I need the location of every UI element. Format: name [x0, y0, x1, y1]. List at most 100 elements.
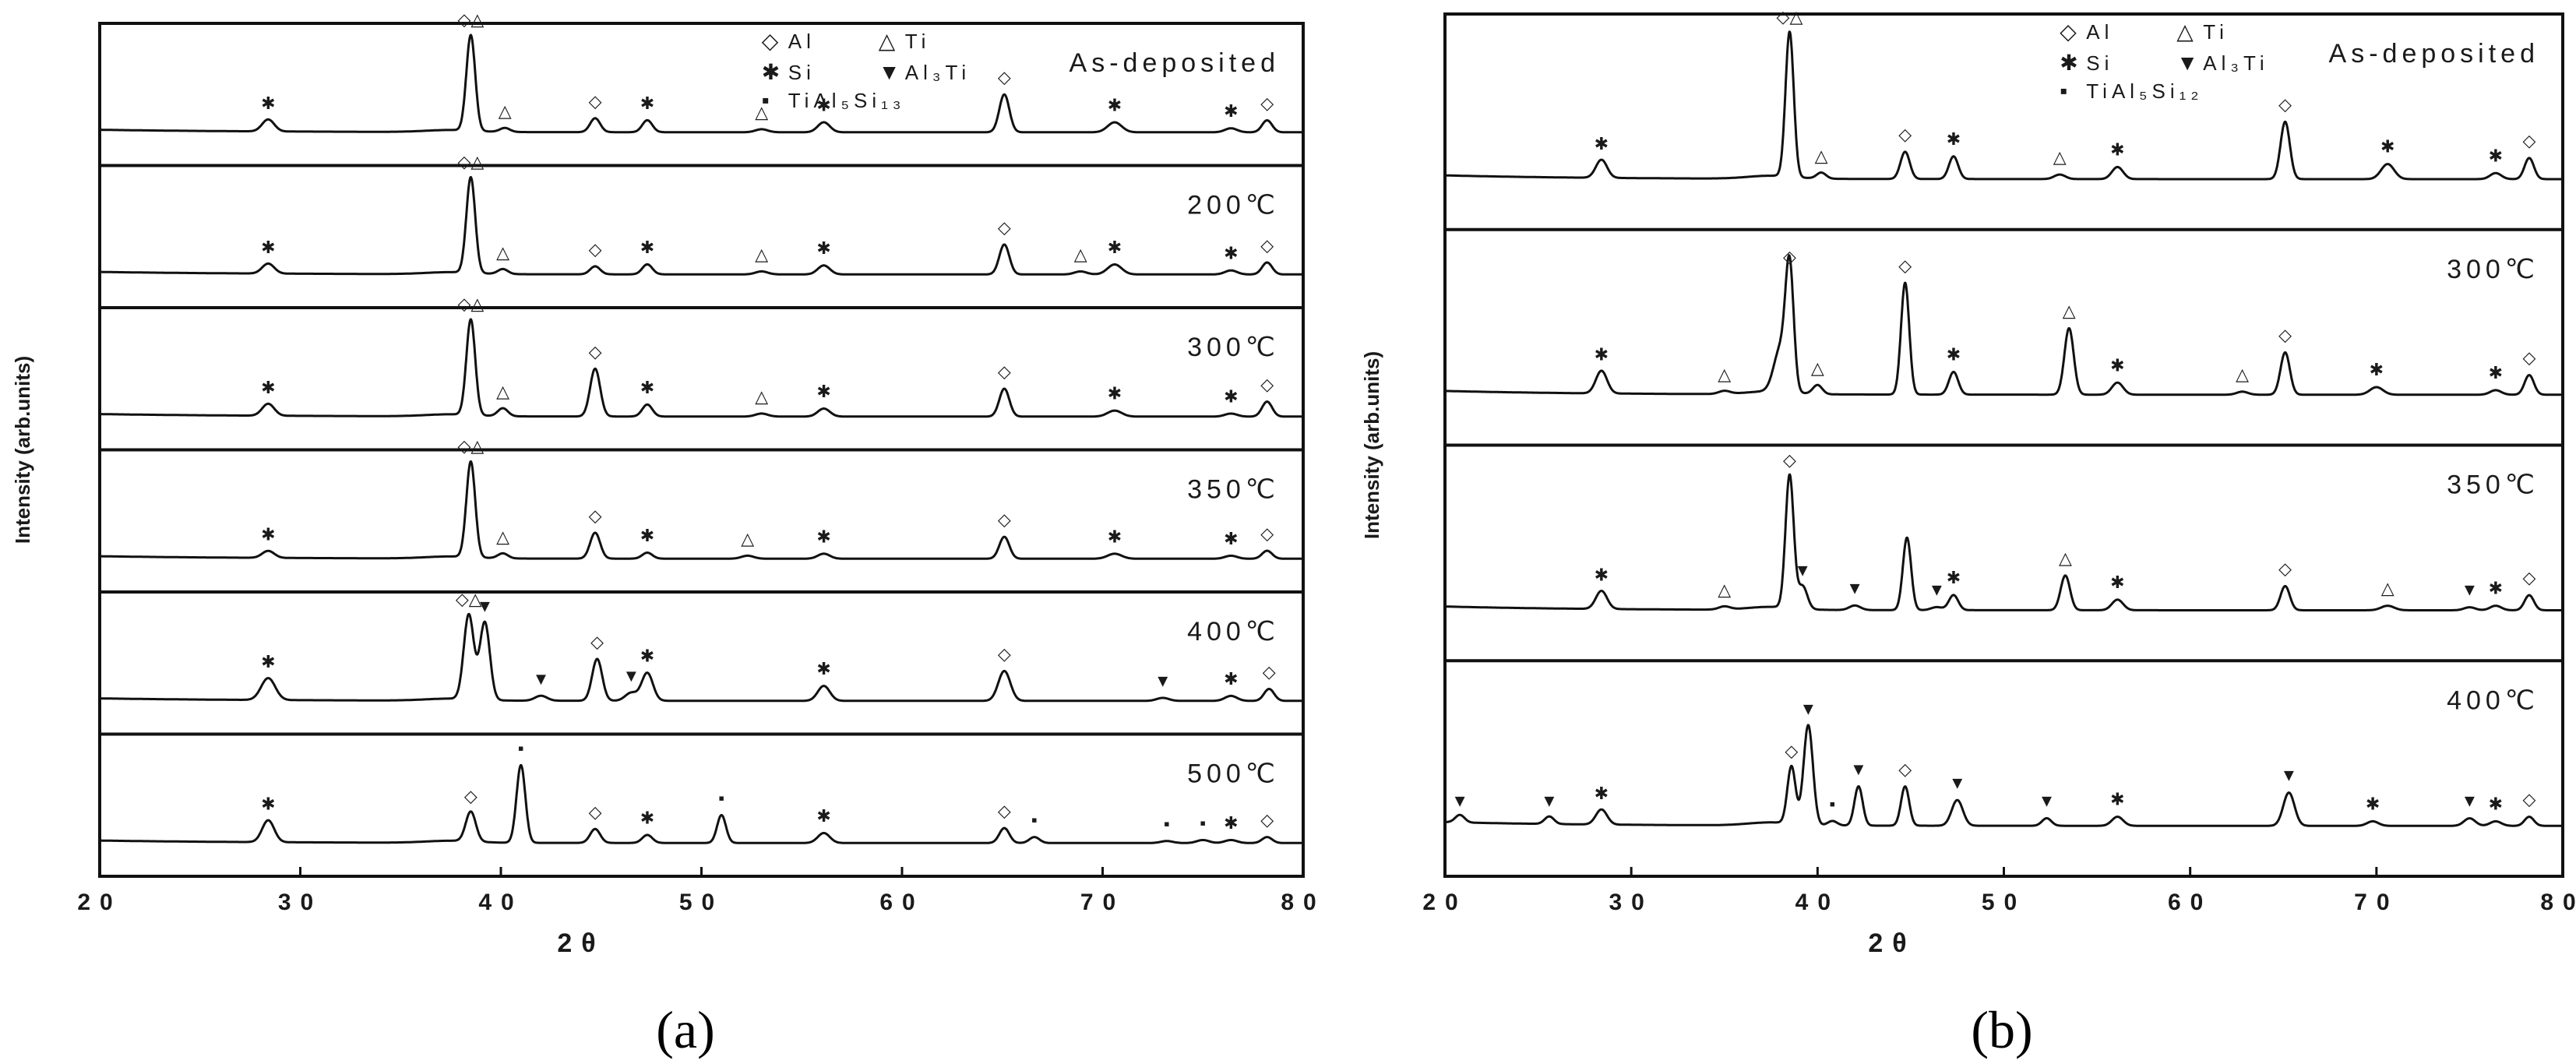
legend: ◇ Al △ Ti✱ Si ▼ Al₃Ti▪ TiAl₅Si₁₃ — [762, 29, 971, 112]
legend-label: Al — [2086, 20, 2113, 44]
peak-marker: △ — [1718, 365, 1731, 384]
peak-marker: ✱ — [640, 808, 654, 827]
peak-marker: ✱ — [261, 652, 275, 671]
x-tick-label: 70 — [2354, 890, 2398, 915]
legend-symbol: △ — [2176, 19, 2194, 44]
peak-marker: △ — [2236, 365, 2249, 384]
legend-label: Si — [2086, 51, 2113, 75]
panel-a: ✱◇△△◇ ✱ △ ✱◇✱ ✱ ◇As-deposited✱◇△△ ◇ ✱ △ ✱◇△ ✱ ✱ ◇200… — [11, 10, 1316, 1059]
peak-marker: ◇ — [590, 632, 604, 652]
peak-marker: △ — [2053, 147, 2067, 167]
peak-marker: ◇ — [2522, 348, 2535, 368]
peak-marker: ◇ — [1260, 810, 1274, 830]
legend-label: Ti — [905, 30, 931, 53]
peak-marker: ✱ — [816, 95, 830, 115]
x-tick-label: 40 — [478, 890, 523, 915]
legend-label: Al — [788, 30, 816, 53]
series-label: 350℃ — [1187, 475, 1280, 505]
x-tick-label: 70 — [1080, 890, 1125, 915]
peak-marker: ◇ — [589, 91, 602, 111]
series-label: As-deposited — [2329, 39, 2539, 69]
peak-marker: ◇ — [1898, 255, 1912, 275]
xrd-series-line — [1446, 30, 2562, 181]
peak-marker: ✱ — [1595, 134, 1609, 153]
peak-marker: ✱ — [1224, 813, 1238, 833]
legend-symbol: ◇ — [2060, 19, 2077, 44]
peak-marker: ✱ — [2489, 146, 2503, 165]
peak-marker: ✱ — [2489, 794, 2503, 813]
legend-label: Al₃Ti — [2203, 51, 2268, 75]
peak-marker: ✱ — [1224, 101, 1238, 121]
peak-marker: ▼ — [2461, 791, 2479, 811]
peak-marker: ◇ — [2522, 568, 2535, 587]
peak-marker: ✱ — [816, 659, 830, 678]
peak-marker: ▼ — [1541, 791, 1558, 811]
peak-marker: ✱ — [640, 646, 654, 665]
peak-marker: ◇ — [1260, 523, 1274, 543]
x-tick-label: 60 — [2168, 890, 2212, 915]
peak-marker: ✱ — [2110, 140, 2124, 160]
peak-marker: ◇ — [1260, 93, 1274, 113]
series-label: As-deposited — [1070, 48, 1280, 78]
legend-label: Si — [788, 61, 816, 84]
panel-caption: (b) — [1971, 1000, 2032, 1059]
peak-marker: ✱ — [261, 93, 275, 113]
peak-marker: ✱ — [1108, 95, 1122, 115]
peak-marker: ◇ — [2278, 326, 2292, 345]
peak-marker: ✱ — [2380, 137, 2395, 157]
legend-symbol: ✱ — [762, 60, 780, 84]
peak-marker: ✱ — [1108, 238, 1122, 257]
x-tick-label: 20 — [1422, 890, 1467, 915]
series-label: 200℃ — [1187, 191, 1280, 220]
xrd-series-line — [100, 612, 1302, 703]
peak-marker: △ — [2063, 301, 2076, 321]
peak-marker: ◇ — [2522, 131, 2535, 150]
peak-marker: ▪ — [518, 738, 524, 758]
peak-marker: ▪ — [1200, 813, 1206, 833]
xrd-series-line — [100, 764, 1302, 844]
peak-marker: ◇△ — [457, 10, 484, 30]
peak-marker: ▼ — [1949, 773, 1966, 792]
peak-marker: ✱ — [2366, 794, 2380, 813]
peak-marker: ◇△ — [457, 294, 484, 314]
peak-marker: ✱ — [640, 238, 654, 257]
x-tick-label: 60 — [879, 890, 924, 915]
peak-marker: ✱ — [2370, 360, 2384, 379]
xrd-series-line — [1446, 473, 2562, 611]
peak-marker: ▼ — [533, 669, 550, 689]
peak-marker: △ — [741, 529, 754, 548]
peak-marker: ▼ — [2461, 580, 2479, 600]
peak-marker: ✱ — [640, 93, 654, 113]
peak-marker: ▼ — [1794, 560, 1811, 580]
legend-symbol: ✱ — [2060, 51, 2077, 75]
peak-marker: ◇ — [1263, 662, 1276, 682]
peak-marker: ▪ — [718, 788, 724, 808]
xrd-series-line — [100, 460, 1302, 560]
peak-marker: ▼ — [622, 666, 640, 685]
peak-marker: ✱ — [1224, 529, 1238, 548]
peak-marker: ▪ — [1164, 814, 1170, 833]
peak-marker: ◇ — [998, 217, 1011, 237]
x-tick-label: 50 — [679, 890, 724, 915]
peak-marker: ▼ — [1846, 579, 1863, 598]
x-tick-label: 20 — [77, 890, 122, 915]
peak-marker: ◇ — [589, 506, 602, 525]
peak-marker: ◇ — [589, 342, 602, 361]
peak-marker: ◇ — [998, 510, 1011, 530]
peak-marker: ◇ — [1898, 759, 1912, 779]
peak-marker: ▪ — [1031, 810, 1038, 830]
peak-marker: ▼ — [477, 597, 494, 616]
xrd-series-line — [1446, 724, 2562, 827]
peak-marker: △ — [1074, 245, 1087, 264]
peak-marker: ▼ — [1799, 699, 1817, 718]
x-tick-label: 30 — [278, 890, 322, 915]
peak-marker: ✱ — [640, 378, 654, 397]
peak-marker: ✱ — [261, 238, 275, 257]
peak-marker: △ — [2381, 579, 2395, 598]
series-label: 500℃ — [1187, 759, 1280, 789]
peak-marker: ◇ — [1783, 450, 1796, 470]
peak-marker: △ — [755, 245, 768, 264]
legend-label: Al₃Ti — [905, 61, 971, 84]
x-tick-label: 40 — [1795, 890, 1840, 915]
